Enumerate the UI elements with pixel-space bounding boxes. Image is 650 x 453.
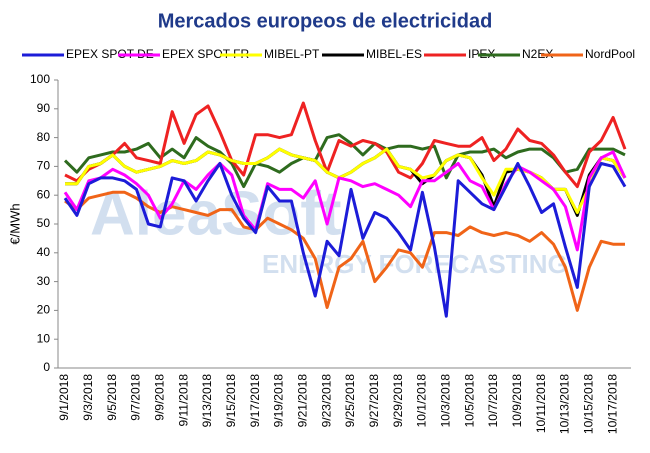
x-tick-label: 9/9/2018 bbox=[152, 374, 166, 421]
x-tick-label: 10/5/2018 bbox=[462, 374, 476, 428]
series-line bbox=[63, 133, 626, 189]
x-tick-label: 10/7/2018 bbox=[486, 374, 500, 428]
y-tick-label: 70 bbox=[37, 159, 51, 173]
x-tick-label: 10/3/2018 bbox=[438, 374, 452, 428]
x-tick-label: 9/11/2018 bbox=[176, 374, 190, 427]
chart-title: Mercados europeos de electricidad bbox=[158, 10, 493, 32]
y-tick-label: 80 bbox=[37, 130, 51, 144]
x-tick-label: 10/9/2018 bbox=[510, 374, 524, 428]
x-tick-label: 9/5/2018 bbox=[105, 374, 119, 421]
x-tick-label: 10/1/2018 bbox=[415, 374, 429, 428]
x-tick-label: 9/27/2018 bbox=[367, 374, 381, 428]
x-tick-label: 9/17/2018 bbox=[248, 374, 262, 428]
y-tick-label: 90 bbox=[37, 101, 51, 115]
y-tick-label: 100 bbox=[30, 72, 50, 86]
y-tick-label: 10 bbox=[37, 331, 51, 345]
x-tick-label: 9/23/2018 bbox=[319, 374, 333, 428]
x-tick-label: 10/17/2018 bbox=[605, 374, 619, 434]
legend-label: EPEX SPOT FR bbox=[162, 47, 249, 61]
y-axis-label: €/MWh bbox=[7, 203, 22, 244]
x-tick-label: 9/19/2018 bbox=[272, 374, 286, 428]
y-tick-label: 50 bbox=[37, 216, 51, 230]
series-line bbox=[63, 162, 627, 318]
x-tick-label: 9/1/2018 bbox=[57, 374, 71, 421]
x-tick-label: 9/21/2018 bbox=[295, 374, 309, 428]
x-tick-label: 9/13/2018 bbox=[200, 374, 214, 428]
legend-label: MIBEL-ES bbox=[366, 47, 422, 61]
x-tick-label: 9/3/2018 bbox=[81, 374, 95, 421]
legend-label: N2EX bbox=[522, 47, 553, 61]
y-tick-label: 40 bbox=[37, 245, 51, 259]
y-tick-label: 30 bbox=[37, 274, 51, 288]
x-tick-label: 9/29/2018 bbox=[391, 374, 405, 428]
legend-label: NordPool bbox=[585, 47, 635, 61]
x-tick-label: 9/7/2018 bbox=[129, 374, 143, 421]
y-tick-label: 20 bbox=[37, 303, 51, 317]
x-tick-label: 9/25/2018 bbox=[343, 374, 357, 428]
y-tick-label: 60 bbox=[37, 187, 51, 201]
series-line bbox=[64, 101, 627, 189]
y-tick-label: 0 bbox=[43, 360, 50, 374]
x-tick-label: 10/15/2018 bbox=[581, 374, 595, 434]
x-tick-label: 10/11/2018 bbox=[534, 374, 548, 433]
legend-label: EPEX SPOT DE bbox=[66, 47, 154, 61]
x-tick-label: 9/15/2018 bbox=[224, 374, 238, 428]
series-line bbox=[63, 150, 627, 252]
legend-label: MIBEL-PT bbox=[264, 47, 320, 61]
x-tick-label: 10/13/2018 bbox=[558, 374, 572, 434]
